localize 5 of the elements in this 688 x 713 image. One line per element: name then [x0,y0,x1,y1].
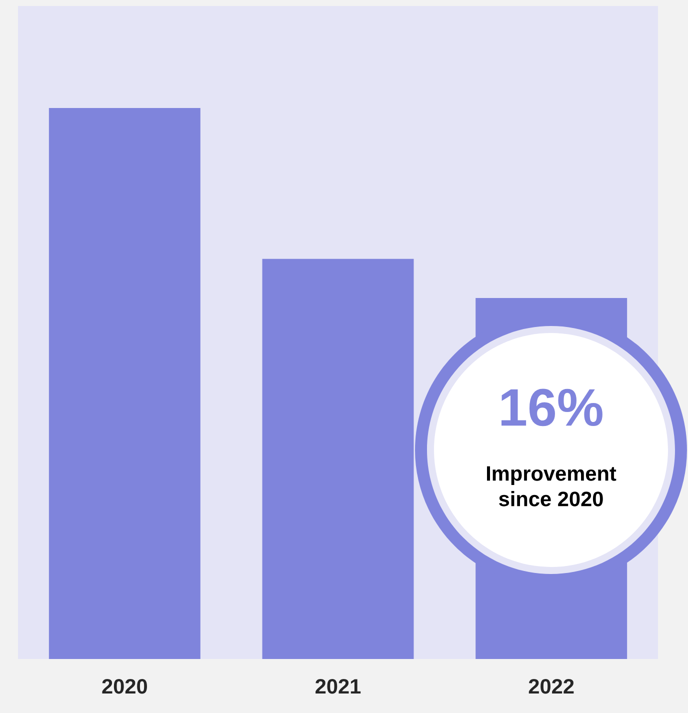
x-tick-label: 2022 [528,678,574,694]
x-tick-label: 2020 [102,678,147,694]
x-tick-label: 2021 [316,678,361,694]
annotation: Improvement since 2020 [486,466,616,506]
annotation: 16% [502,388,602,426]
